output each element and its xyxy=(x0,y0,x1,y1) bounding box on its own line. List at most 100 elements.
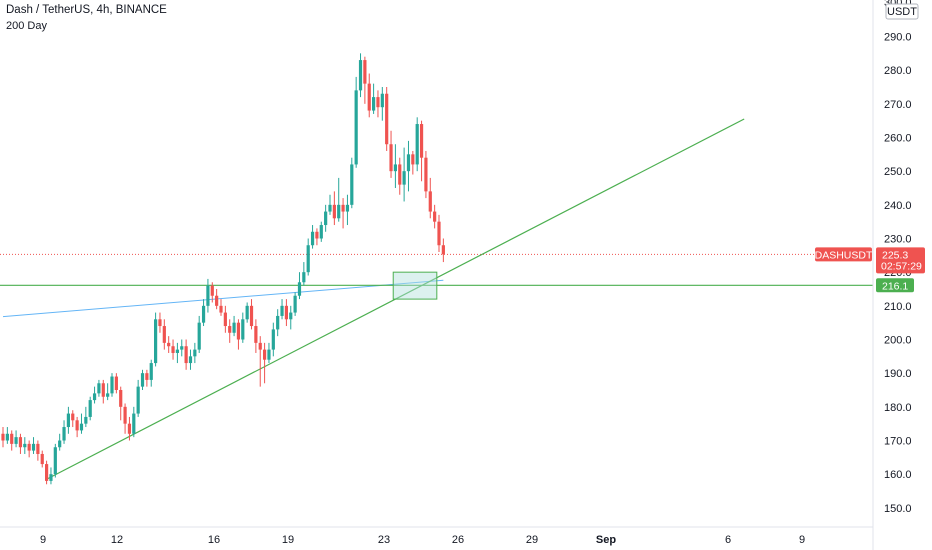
candle[interactable] xyxy=(14,430,18,448)
candle[interactable] xyxy=(380,87,384,121)
candle[interactable] xyxy=(215,289,219,310)
candle[interactable] xyxy=(441,238,445,263)
candle[interactable] xyxy=(84,406,88,428)
time-axis[interactable]: 9 12 16 19 23 26 29 Sep 6 9 xyxy=(40,534,805,546)
candle[interactable] xyxy=(5,427,9,444)
candle[interactable] xyxy=(27,440,31,458)
candle[interactable] xyxy=(284,299,288,327)
candle[interactable] xyxy=(132,406,136,438)
candle[interactable] xyxy=(136,379,140,417)
last-price-tag[interactable]: 225.302:57:29 xyxy=(876,247,925,274)
candle[interactable] xyxy=(119,386,123,421)
candle[interactable] xyxy=(389,130,393,178)
candle[interactable] xyxy=(350,157,354,209)
candle[interactable] xyxy=(219,299,223,316)
candle[interactable] xyxy=(341,198,345,229)
candle[interactable] xyxy=(223,305,227,333)
candle[interactable] xyxy=(158,312,162,333)
candle[interactable] xyxy=(398,157,402,195)
candle[interactable] xyxy=(254,319,258,353)
candle[interactable] xyxy=(162,319,166,350)
candle[interactable] xyxy=(428,177,432,219)
candle[interactable] xyxy=(249,299,254,330)
candle[interactable] xyxy=(276,309,280,337)
candle[interactable] xyxy=(145,369,149,387)
candle[interactable] xyxy=(167,336,171,353)
candle[interactable] xyxy=(424,150,428,199)
candle[interactable] xyxy=(363,56,367,104)
candle[interactable] xyxy=(206,278,210,313)
candle[interactable] xyxy=(332,191,336,226)
currency-badge[interactable] xyxy=(885,3,919,20)
candle[interactable] xyxy=(10,430,14,451)
candle[interactable] xyxy=(367,73,371,118)
candle[interactable] xyxy=(201,299,206,327)
candle[interactable] xyxy=(18,433,23,454)
candle[interactable] xyxy=(406,140,411,192)
candle[interactable] xyxy=(289,305,293,330)
candle[interactable] xyxy=(337,177,341,222)
candle[interactable] xyxy=(53,443,57,478)
candle[interactable] xyxy=(302,262,306,286)
candle[interactable] xyxy=(154,312,158,367)
candle[interactable] xyxy=(293,292,297,316)
candle[interactable] xyxy=(193,342,197,364)
candle[interactable] xyxy=(228,319,232,343)
candle[interactable] xyxy=(62,420,66,444)
candle[interactable] xyxy=(232,315,236,337)
legend-title[interactable]: Dash / TetherUS, 4h, BINANCE xyxy=(6,4,167,16)
candle[interactable] xyxy=(66,406,70,434)
candle[interactable] xyxy=(210,282,214,303)
candle[interactable] xyxy=(40,450,44,468)
candle[interactable] xyxy=(328,194,332,215)
candle[interactable] xyxy=(180,339,184,357)
candle[interactable] xyxy=(23,437,27,454)
candle[interactable] xyxy=(315,228,319,246)
candle[interactable] xyxy=(31,437,36,454)
candle[interactable] xyxy=(437,214,441,252)
candle[interactable] xyxy=(358,53,363,98)
candle[interactable] xyxy=(306,238,310,276)
candle[interactable] xyxy=(79,413,84,434)
candle[interactable] xyxy=(123,403,127,434)
candle[interactable] xyxy=(101,379,105,404)
candle[interactable] xyxy=(345,194,350,226)
candle[interactable] xyxy=(415,117,419,172)
candle[interactable] xyxy=(106,383,110,401)
candle[interactable] xyxy=(236,319,241,350)
candle[interactable] xyxy=(110,373,114,397)
candle[interactable] xyxy=(127,416,132,441)
candle[interactable] xyxy=(36,440,40,461)
candle[interactable] xyxy=(263,342,267,384)
candle[interactable] xyxy=(376,90,380,118)
candle[interactable] xyxy=(1,427,5,448)
candle[interactable] xyxy=(402,147,406,202)
candle[interactable] xyxy=(92,386,97,404)
candle[interactable] xyxy=(171,339,175,360)
candle[interactable] xyxy=(297,272,302,300)
price-axis[interactable]: 300.0 USDT 290.0280.0270.0260.0250.0240.… xyxy=(884,0,919,515)
candle[interactable] xyxy=(433,204,437,229)
candle[interactable] xyxy=(245,302,249,323)
candle[interactable] xyxy=(271,322,275,357)
candle[interactable] xyxy=(241,312,245,343)
candle[interactable] xyxy=(393,144,397,189)
candle[interactable] xyxy=(140,369,145,391)
candle[interactable] xyxy=(372,83,376,114)
candle[interactable] xyxy=(354,76,358,168)
candle[interactable] xyxy=(45,460,49,485)
symbol-tag[interactable]: DASHUSDT xyxy=(815,247,873,262)
candle[interactable] xyxy=(49,467,53,485)
candle[interactable] xyxy=(97,379,101,397)
candle[interactable] xyxy=(411,150,415,175)
candle[interactable] xyxy=(267,342,271,364)
candle[interactable] xyxy=(319,221,323,242)
candle[interactable] xyxy=(88,396,92,421)
level-price-tag[interactable]: 216.1 xyxy=(876,278,914,293)
candle[interactable] xyxy=(324,204,328,232)
legend-indicator[interactable]: 200 Day xyxy=(6,20,47,32)
moving-average-line[interactable] xyxy=(2,279,444,318)
candle[interactable] xyxy=(71,410,75,428)
support-zone-box[interactable] xyxy=(392,271,438,300)
